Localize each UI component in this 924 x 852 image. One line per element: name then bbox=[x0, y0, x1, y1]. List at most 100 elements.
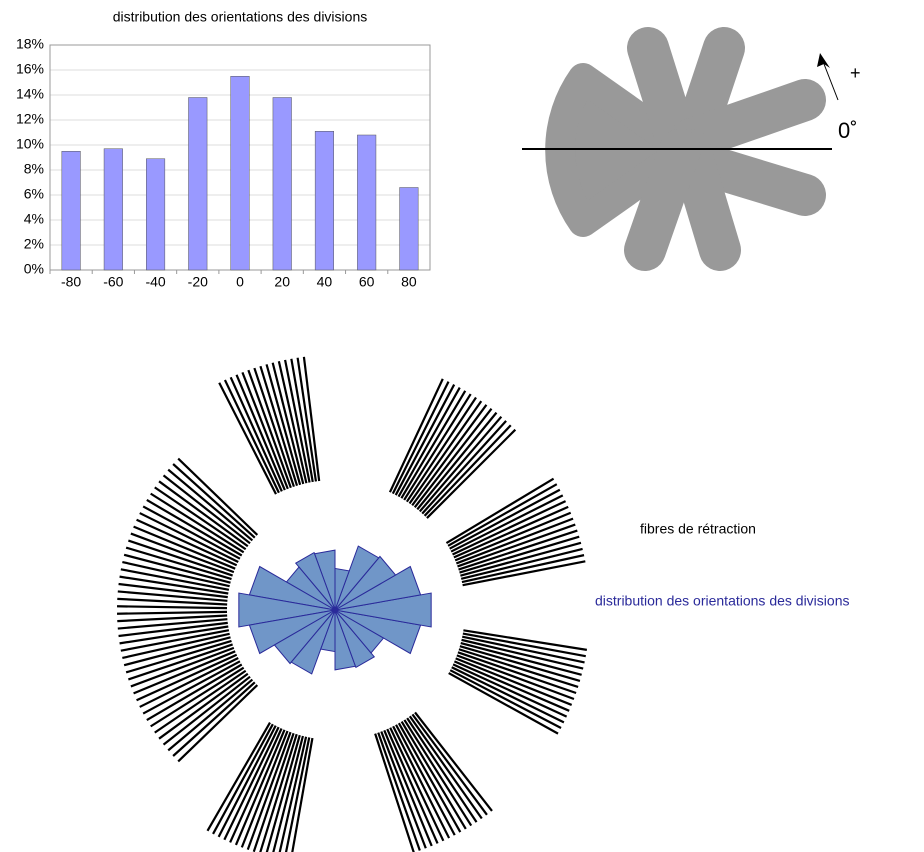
fiber bbox=[150, 492, 245, 554]
bar bbox=[272, 97, 292, 271]
bar bbox=[357, 134, 377, 271]
fiber bbox=[389, 727, 445, 842]
y-tick-label: 10% bbox=[16, 136, 44, 152]
star-diagram bbox=[545, 27, 826, 271]
fiber bbox=[172, 681, 256, 757]
fiber bbox=[448, 672, 559, 735]
x-tick-label: -40 bbox=[145, 274, 165, 290]
fiber bbox=[167, 678, 254, 752]
fiber bbox=[252, 732, 295, 852]
fiber bbox=[120, 629, 230, 652]
fiber bbox=[449, 488, 561, 550]
fiber bbox=[117, 610, 228, 615]
fiber bbox=[118, 582, 228, 599]
y-tick-label: 12% bbox=[16, 111, 44, 127]
fiber bbox=[146, 663, 243, 721]
fiber bbox=[154, 669, 247, 734]
fiber bbox=[120, 568, 230, 591]
fiber bbox=[452, 663, 568, 718]
fiber bbox=[265, 364, 302, 486]
x-tick-label: 80 bbox=[401, 274, 417, 290]
fiber bbox=[450, 494, 564, 553]
fiber bbox=[460, 541, 582, 577]
fiber bbox=[392, 725, 451, 839]
fiber bbox=[158, 672, 249, 740]
x-tick-label: 60 bbox=[359, 274, 375, 290]
fiber bbox=[296, 357, 318, 482]
fiber bbox=[451, 666, 565, 724]
fiber bbox=[453, 505, 569, 559]
y-tick-label: 16% bbox=[16, 61, 44, 77]
fiber bbox=[162, 474, 251, 545]
fiber bbox=[408, 400, 483, 505]
fiber bbox=[118, 621, 228, 638]
fiber bbox=[457, 523, 576, 568]
fiber bbox=[122, 560, 230, 588]
fiber bbox=[117, 614, 228, 623]
fiber bbox=[462, 560, 586, 587]
bar bbox=[314, 131, 334, 271]
fiber bbox=[374, 733, 415, 852]
fiber bbox=[459, 645, 581, 682]
fiber bbox=[302, 356, 321, 482]
fiber bbox=[246, 731, 292, 850]
x-tick-label: 0 bbox=[236, 274, 244, 290]
fiber bbox=[259, 365, 299, 487]
fiber bbox=[394, 384, 456, 496]
y-tick-label: 6% bbox=[24, 186, 44, 202]
fiber bbox=[460, 641, 582, 676]
fiber bbox=[229, 376, 283, 492]
fiber bbox=[277, 361, 308, 484]
fiber bbox=[395, 724, 456, 836]
bar bbox=[188, 97, 208, 271]
fiber bbox=[235, 374, 286, 491]
fiber bbox=[136, 518, 238, 567]
fiber bbox=[421, 420, 507, 515]
fiber bbox=[271, 362, 305, 485]
fiber bbox=[123, 553, 231, 584]
bar bbox=[399, 187, 419, 271]
fiber bbox=[130, 532, 235, 574]
fiber bbox=[463, 629, 588, 651]
fiber bbox=[449, 669, 562, 730]
fiber bbox=[212, 723, 274, 835]
fiber bbox=[247, 369, 292, 489]
fiber bbox=[284, 359, 311, 483]
fiber bbox=[414, 711, 493, 812]
fibers-label: fibres de rétraction bbox=[640, 521, 756, 537]
chart-title: distribution des orientations des divisi… bbox=[113, 9, 367, 25]
fiber bbox=[117, 597, 228, 606]
fiber bbox=[278, 736, 308, 852]
fiber bbox=[223, 379, 280, 494]
fiber bbox=[234, 729, 286, 846]
fiber bbox=[123, 636, 231, 667]
x-tick-label: 20 bbox=[274, 274, 290, 290]
fiber bbox=[461, 638, 584, 670]
fiber bbox=[218, 382, 277, 495]
y-tick-label: 0% bbox=[24, 261, 44, 277]
bar bbox=[146, 158, 166, 271]
fiber bbox=[456, 654, 575, 701]
fiber bbox=[452, 500, 567, 556]
y-tick-label: 8% bbox=[24, 161, 44, 177]
fiber bbox=[240, 730, 289, 848]
fiber bbox=[128, 643, 233, 681]
fiber bbox=[259, 733, 298, 852]
fiber bbox=[458, 648, 579, 689]
fiber bbox=[272, 735, 304, 852]
fiber bbox=[130, 646, 235, 688]
fiber bbox=[455, 657, 573, 706]
fiber bbox=[397, 722, 462, 833]
fiber bbox=[291, 737, 314, 852]
fiber bbox=[426, 428, 517, 519]
fiber bbox=[167, 468, 254, 542]
fiber bbox=[177, 457, 259, 536]
fiber bbox=[128, 539, 233, 577]
fiber bbox=[455, 517, 574, 565]
fiber bbox=[122, 632, 230, 660]
fiber bbox=[413, 407, 493, 509]
fiber bbox=[119, 575, 229, 595]
fiber bbox=[447, 483, 558, 547]
fiber bbox=[253, 367, 295, 488]
fiber bbox=[400, 721, 467, 830]
